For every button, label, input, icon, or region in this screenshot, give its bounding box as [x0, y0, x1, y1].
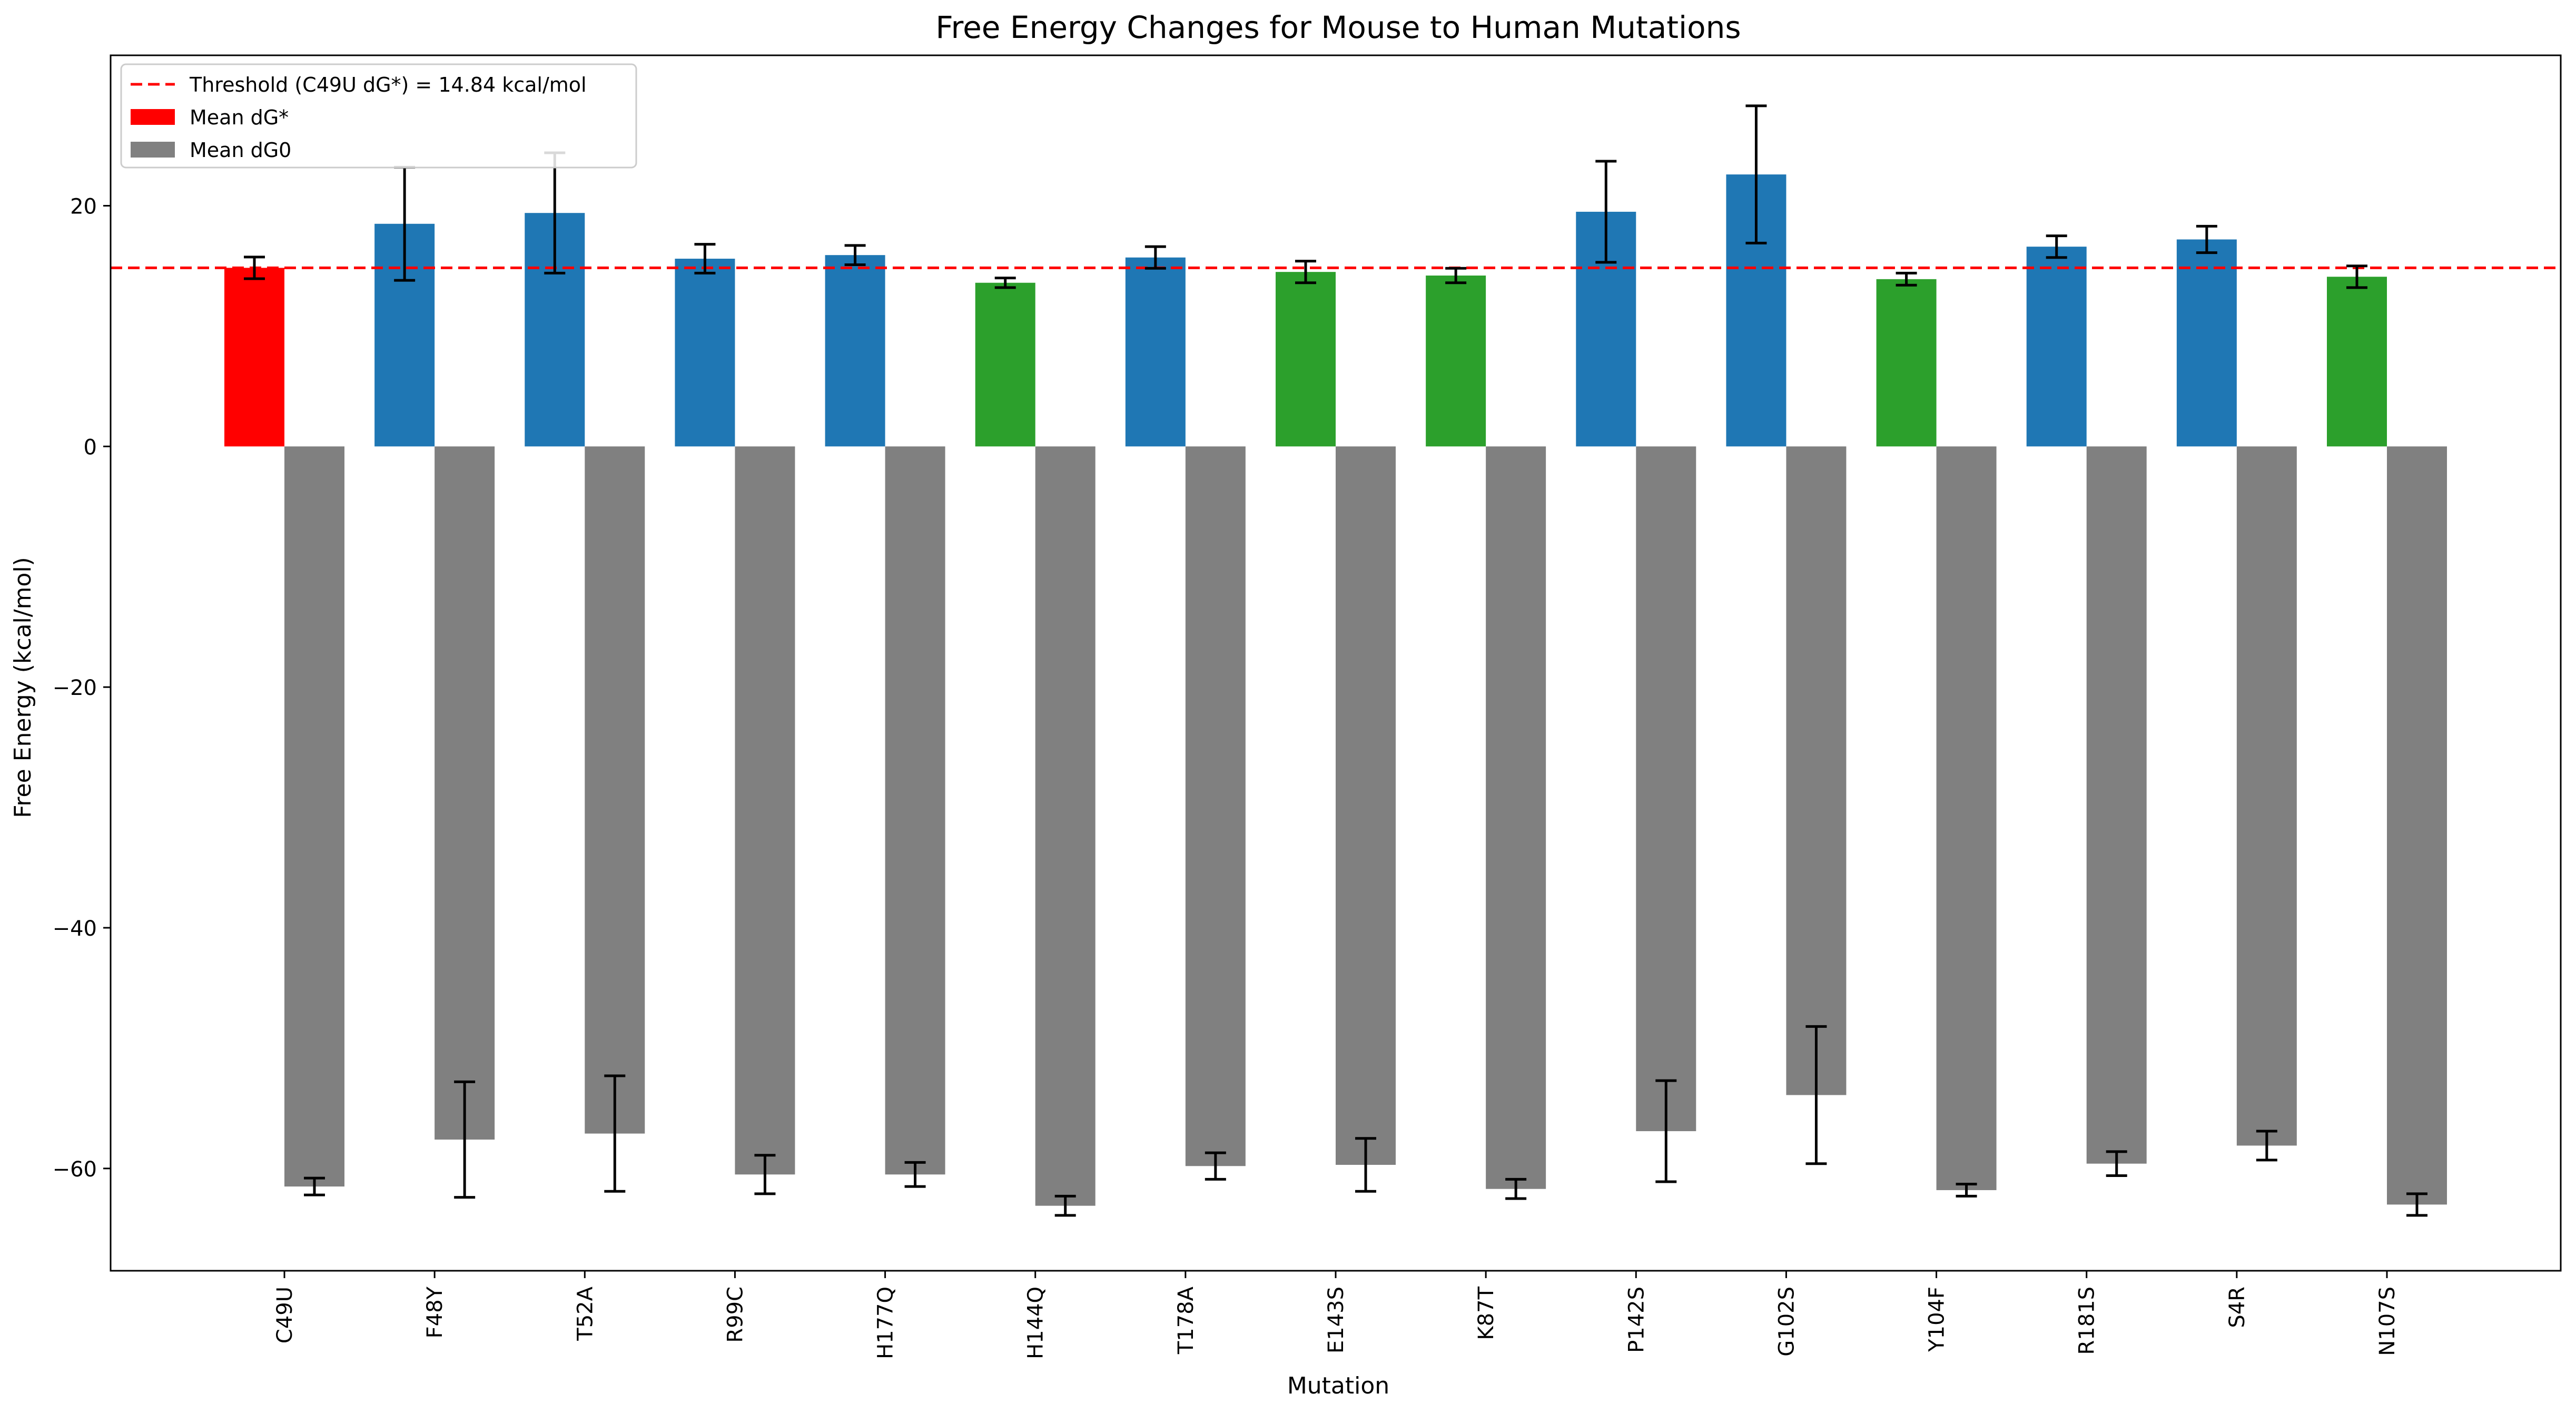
chart-title: Free Energy Changes for Mouse to Human M…	[935, 9, 1741, 45]
bar-dg0-E143S	[1336, 446, 1396, 1165]
bar-dg0-T52A	[585, 446, 645, 1133]
y-tick-label: 20	[70, 195, 97, 219]
x-tick-label: E143S	[1324, 1287, 1348, 1353]
legend-label: Threshold (C49U dG*) = 14.84 kcal/mol	[189, 73, 587, 96]
x-tick-label: Y104F	[1925, 1287, 1949, 1352]
x-tick-label: G102S	[1774, 1287, 1799, 1357]
bar-dgstar-N107S	[2327, 277, 2387, 446]
bar-dgstar-T178A	[1126, 258, 1186, 447]
legend-swatch	[131, 142, 175, 158]
x-tick-label: H177Q	[874, 1287, 898, 1359]
bar-dgstar-H144Q	[975, 283, 1035, 447]
bar-dg0-K87T	[1486, 446, 1546, 1189]
x-tick-label: C49U	[273, 1287, 297, 1343]
bar-dg0-N107S	[2387, 446, 2447, 1204]
y-tick-label: −20	[53, 676, 97, 700]
bar-dgstar-R181S	[2027, 247, 2087, 446]
y-tick-label: −60	[53, 1157, 97, 1182]
y-tick-label: 0	[84, 435, 97, 459]
bar-dg0-R181S	[2087, 446, 2147, 1163]
x-tick-label: T52A	[573, 1286, 597, 1341]
bar-dg0-H144Q	[1035, 446, 1095, 1205]
bar-dg0-C49U	[284, 446, 344, 1186]
bar-dgstar-R99C	[675, 259, 735, 446]
x-tick-label: K87T	[1474, 1286, 1498, 1340]
bar-dg0-S4R	[2237, 446, 2297, 1145]
bar-dgstar-C49U	[224, 268, 284, 446]
x-tick-label: R181S	[2075, 1287, 2099, 1355]
x-tick-label: F48Y	[423, 1286, 447, 1338]
x-tick-label: P142S	[1624, 1287, 1649, 1353]
bar-dg0-F48Y	[435, 446, 495, 1140]
bar-dg0-P142S	[1636, 446, 1696, 1131]
legend-item-threshold: Threshold (C49U dG*) = 14.84 kcal/mol	[131, 73, 587, 96]
legend: Threshold (C49U dG*) = 14.84 kcal/mol Mea…	[121, 64, 636, 168]
bar-dgstar-E143S	[1276, 272, 1336, 446]
x-tick-label: T178A	[1174, 1286, 1198, 1355]
bar-dgstar-Y104F	[1877, 279, 1937, 446]
bar-dg0-T178A	[1186, 446, 1246, 1166]
bar-dgstar-H177Q	[825, 255, 885, 446]
x-tick-label: H144Q	[1024, 1287, 1048, 1359]
bar-dg0-R99C	[735, 446, 795, 1174]
bar-dg0-Y104F	[1937, 446, 1997, 1190]
y-axis-label: Free Energy (kcal/mol)	[9, 557, 36, 818]
x-tick-label: S4R	[2225, 1287, 2249, 1328]
bar-dg0-H177Q	[885, 446, 945, 1174]
legend-label: Mean dG0	[190, 139, 291, 162]
legend-label: Mean dG*	[190, 106, 289, 129]
x-tick-label: R99C	[723, 1287, 747, 1343]
x-tick-label: N107S	[2375, 1287, 2400, 1356]
y-tick-label: −40	[53, 917, 97, 941]
bar-dgstar-K87T	[1426, 276, 1486, 446]
bar-dgstar-S4R	[2177, 239, 2237, 446]
bar-dg0-G102S	[1786, 446, 1846, 1095]
legend-swatch	[131, 109, 175, 125]
x-axis-label: Mutation	[1287, 1372, 1389, 1399]
